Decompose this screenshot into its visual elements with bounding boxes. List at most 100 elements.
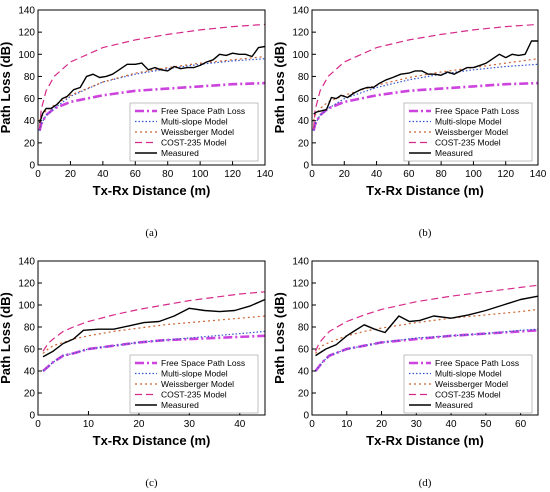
legend-label-cost: COST-235 Model [161, 390, 227, 400]
x-tick-label: 0 [35, 169, 41, 180]
y-tick-label: 80 [24, 323, 36, 334]
series-line-cost [42, 291, 265, 352]
x-tick-label: 0 [35, 419, 41, 430]
chart-panel-2: 0 20 40 60 80 100 120 140 0 20 40 60 80 100 120 140 Tx-R… [272, 6, 547, 240]
y-tick-label: 60 [298, 345, 310, 356]
x-tick-label: 120 [224, 169, 241, 180]
legend-label-fspl: Free Space Path Loss [161, 106, 245, 116]
chart-panel-4: 0 10 20 30 40 50 60 0 20 40 60 80 100 120 140 Tx-Rx Dis… [272, 257, 539, 489]
chart-panel-1: 0 20 40 60 80 100 120 140 0 20 40 60 80 100 120 140 Tx-R… [0, 6, 274, 240]
panel-label: (d) [419, 477, 432, 489]
x-tick-label: 140 [257, 169, 274, 180]
x-tick-label: 0 [309, 169, 315, 180]
x-axis-title: Tx-Rx Distance (m) [366, 183, 484, 198]
series-line-ms [313, 63, 538, 131]
chart-panel-3: 0 10 20 30 40 0 20 40 60 80 100 120 140 Tx-Rx Distanc… [0, 257, 266, 489]
x-axis-title: Tx-Rx Distance (m) [366, 433, 484, 448]
x-tick-label: 20 [65, 169, 77, 180]
y-tick-label: 120 [292, 28, 309, 39]
y-tick-label: 80 [24, 72, 36, 83]
y-tick-label: 20 [298, 389, 310, 400]
x-tick-label: 120 [497, 169, 514, 180]
x-tick-label: 30 [411, 419, 423, 430]
legend-label-meas: Measured [161, 148, 199, 158]
y-tick-label: 20 [298, 138, 310, 149]
x-tick-label: 40 [234, 419, 246, 430]
y-tick-label: 80 [298, 72, 310, 83]
y-tick-label: 40 [24, 367, 36, 378]
y-tick-label: 100 [18, 50, 35, 61]
y-axis-title: Path Loss (dB) [0, 42, 13, 134]
x-tick-label: 60 [515, 419, 527, 430]
y-tick-label: 120 [292, 279, 309, 290]
x-axis-title: Tx-Rx Distance (m) [93, 183, 211, 198]
y-tick-label: 100 [18, 301, 35, 312]
plot-frame [37, 260, 266, 416]
y-tick-label: 140 [292, 257, 309, 268]
y-tick-label: 60 [24, 345, 36, 356]
plot-frame [311, 9, 539, 166]
panel-label: (a) [145, 227, 158, 239]
series-line-fspl [42, 334, 265, 372]
legend-label-wm: Weissberger Model [161, 127, 234, 137]
y-tick-label: 100 [292, 50, 309, 61]
y-tick-label: 0 [29, 411, 35, 422]
series-line-wm [42, 315, 265, 354]
series-line-fspl [38, 81, 265, 132]
legend-label-cost: COST-235 Model [435, 138, 501, 148]
x-tick-label: 10 [83, 419, 95, 430]
panel-label: (c) [145, 477, 158, 489]
y-tick-label: 0 [303, 411, 309, 422]
x-axis-title: Tx-Rx Distance (m) [93, 433, 211, 448]
plot-frame [37, 9, 266, 166]
series-line-wm [315, 308, 538, 354]
x-tick-label: 50 [480, 419, 492, 430]
x-tick-label: 0 [309, 419, 315, 430]
x-tick-label: 40 [97, 169, 109, 180]
series-line-cost [314, 284, 538, 352]
y-tick-label: 0 [303, 161, 309, 172]
series-group [42, 291, 265, 372]
legend-label-fspl: Free Space Path Loss [435, 358, 519, 368]
y-axis-title: Path Loss (dB) [0, 292, 13, 384]
legend-label-cost: COST-235 Model [161, 138, 227, 148]
series-line-fspl [312, 81, 538, 132]
y-axis-title: Path Loss (dB) [272, 292, 287, 384]
x-tick-label: 10 [341, 419, 353, 430]
series-group [312, 23, 538, 132]
x-tick-label: 100 [192, 169, 209, 180]
x-tick-label: 40 [446, 419, 458, 430]
y-tick-label: 40 [24, 116, 36, 127]
x-tick-label: 30 [184, 419, 196, 430]
legend-label-cost: COST-235 Model [435, 390, 501, 400]
legend-label-ms: Multi-slope Model [435, 117, 502, 127]
x-tick-label: 60 [130, 169, 142, 180]
legend-label-meas: Measured [435, 148, 473, 158]
series-line-meas [42, 298, 265, 358]
y-tick-label: 140 [18, 6, 35, 17]
x-tick-label: 20 [339, 169, 351, 180]
y-tick-label: 40 [298, 116, 310, 127]
y-tick-label: 140 [18, 257, 35, 268]
legend-label-fspl: Free Space Path Loss [435, 106, 519, 116]
series-line-meas [313, 40, 538, 115]
x-tick-label: 140 [530, 169, 547, 180]
series-line-ms [39, 58, 265, 131]
series-line-cost [313, 23, 538, 129]
x-tick-label: 40 [371, 169, 383, 180]
series-line-meas [315, 295, 538, 357]
x-tick-label: 20 [133, 419, 145, 430]
series-line-meas [38, 45, 265, 124]
y-tick-label: 120 [18, 28, 35, 39]
legend-label-meas: Measured [435, 400, 473, 410]
y-tick-label: 100 [292, 301, 309, 312]
legend-label-ms: Multi-slope Model [161, 117, 228, 127]
x-tick-label: 60 [403, 169, 415, 180]
legend-label-meas: Measured [161, 400, 199, 410]
series-group [38, 23, 265, 132]
series-group [314, 284, 538, 372]
series-line-cost [39, 23, 265, 129]
